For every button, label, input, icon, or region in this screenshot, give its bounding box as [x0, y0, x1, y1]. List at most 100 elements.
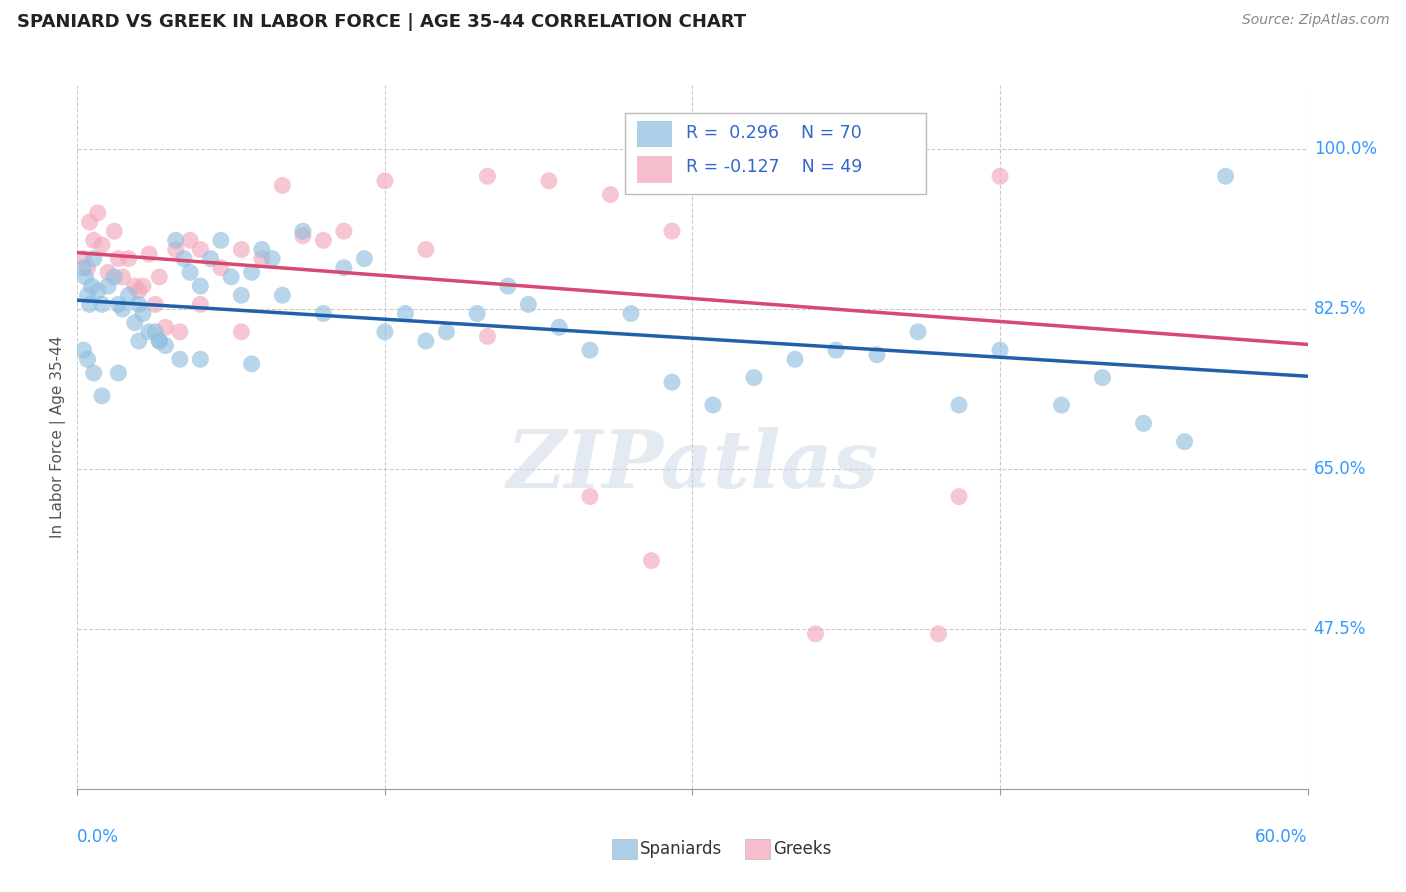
Point — [143, 297, 166, 311]
Point — [783, 352, 806, 367]
Point — [415, 243, 437, 257]
Text: 60.0%: 60.0% — [1256, 828, 1308, 846]
Point — [1050, 398, 1073, 412]
Point — [240, 357, 263, 371]
Bar — [637, 156, 672, 183]
Point — [188, 352, 212, 367]
Point — [76, 352, 98, 367]
Point — [477, 329, 499, 343]
Text: 100.0%: 100.0% — [1313, 140, 1376, 158]
Point — [465, 306, 488, 320]
Point — [988, 343, 1011, 358]
Point — [948, 398, 970, 412]
Point — [165, 243, 187, 257]
Point — [143, 325, 166, 339]
Point — [219, 269, 242, 284]
Point — [209, 233, 232, 247]
Point — [661, 375, 683, 389]
Text: 0.0%: 0.0% — [77, 828, 120, 846]
Point — [804, 627, 827, 641]
Text: ZIPatlas: ZIPatlas — [506, 426, 879, 504]
Point — [124, 316, 146, 330]
Point — [231, 325, 253, 339]
Point — [200, 252, 222, 266]
Point — [928, 627, 950, 641]
Point — [72, 260, 94, 275]
Point — [866, 348, 889, 362]
Point — [90, 297, 114, 311]
FancyBboxPatch shape — [624, 113, 927, 194]
Point — [825, 142, 848, 156]
Point — [948, 490, 970, 504]
Text: Source: ZipAtlas.com: Source: ZipAtlas.com — [1241, 13, 1389, 28]
Text: R = -0.127    N = 49: R = -0.127 N = 49 — [686, 158, 863, 177]
Point — [579, 343, 602, 358]
Point — [1215, 169, 1237, 184]
Point — [262, 252, 284, 266]
Point — [83, 366, 105, 380]
Point — [128, 284, 150, 298]
Point — [188, 279, 212, 293]
Point — [83, 233, 105, 247]
Point — [87, 284, 110, 298]
Text: R =  0.296    N = 70: R = 0.296 N = 70 — [686, 124, 862, 143]
Point — [128, 297, 150, 311]
Point — [169, 352, 191, 367]
Point — [579, 490, 602, 504]
Point — [87, 206, 110, 220]
Point — [250, 243, 273, 257]
Point — [90, 238, 114, 252]
Point — [124, 279, 146, 293]
Point — [436, 325, 458, 339]
Point — [907, 325, 929, 339]
Point — [988, 169, 1011, 184]
Point — [742, 142, 765, 156]
Point — [209, 260, 232, 275]
Point — [188, 297, 212, 311]
Point — [83, 252, 105, 266]
Point — [312, 306, 335, 320]
Point — [907, 142, 929, 156]
Point — [128, 334, 150, 348]
Point — [138, 247, 160, 261]
Point — [179, 265, 201, 279]
Point — [76, 260, 98, 275]
Point — [291, 224, 314, 238]
Point — [374, 174, 396, 188]
Point — [496, 279, 519, 293]
Point — [394, 306, 416, 320]
Point — [374, 325, 396, 339]
Point — [353, 252, 375, 266]
Point — [165, 233, 187, 247]
Point — [111, 301, 134, 316]
Point — [80, 279, 103, 293]
Point — [117, 252, 139, 266]
Point — [742, 370, 765, 384]
Point — [117, 288, 139, 302]
Point — [79, 297, 101, 311]
Point — [415, 334, 437, 348]
Point — [179, 233, 201, 247]
Point — [599, 187, 621, 202]
Point — [76, 288, 98, 302]
Point — [107, 297, 129, 311]
Point — [90, 389, 114, 403]
Point — [231, 243, 253, 257]
Point — [107, 252, 129, 266]
Point — [271, 178, 294, 193]
Point — [231, 288, 253, 302]
Point — [188, 243, 212, 257]
Point — [702, 398, 724, 412]
Point — [640, 554, 662, 568]
Point — [537, 174, 560, 188]
Point — [132, 306, 155, 320]
Point — [742, 142, 765, 156]
Point — [97, 279, 120, 293]
Point — [148, 334, 170, 348]
Point — [97, 265, 120, 279]
Point — [333, 224, 356, 238]
Point — [111, 269, 134, 284]
Point — [477, 169, 499, 184]
Point — [312, 233, 335, 247]
Point — [333, 260, 356, 275]
